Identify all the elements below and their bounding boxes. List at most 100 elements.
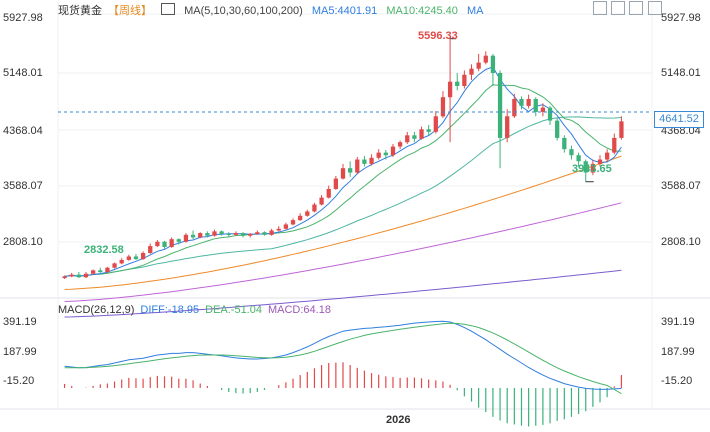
candle-body bbox=[212, 231, 217, 236]
candle-body bbox=[126, 256, 131, 260]
candle-body bbox=[590, 163, 596, 173]
candle-body bbox=[333, 178, 339, 189]
candle-body bbox=[90, 270, 96, 274]
ma-settings[interactable]: MA(5,10,30,60,100,200) bbox=[184, 5, 303, 17]
macd-tick-right: -15.20 bbox=[661, 375, 693, 387]
candle-body bbox=[605, 152, 610, 160]
candle-body bbox=[433, 116, 438, 132]
candle-body bbox=[305, 211, 310, 216]
macd-tick-left: 187.99 bbox=[3, 346, 37, 358]
candle-body bbox=[533, 98, 538, 112]
macd-tick-left: 391.19 bbox=[3, 316, 37, 328]
candle-body bbox=[155, 241, 160, 247]
y-tick-right: 2808.10 bbox=[661, 236, 701, 248]
candle-body bbox=[426, 129, 431, 132]
candle-body bbox=[105, 267, 110, 273]
high-annotation: 5596.33 bbox=[418, 30, 458, 42]
current-price-label: 4641.52 bbox=[654, 111, 704, 128]
symbol-title: 现货黄金 bbox=[58, 5, 102, 17]
macd-value: MACD:64.18 bbox=[267, 304, 331, 316]
settings-icon[interactable] bbox=[611, 1, 625, 15]
chart-header: 现货黄金 【周线】 MA(5,10,30,60,100,200) MA5:4401… bbox=[58, 2, 489, 17]
candle-body bbox=[555, 120, 560, 138]
candle-body bbox=[476, 62, 481, 69]
candle-body bbox=[269, 230, 274, 235]
candle-body bbox=[76, 274, 81, 278]
candle-body bbox=[519, 98, 524, 106]
macd-diff: DIFF:-18.95 bbox=[140, 304, 200, 316]
candle-body bbox=[298, 215, 303, 221]
grid bbox=[0, 0, 710, 410]
y-tick-right: 5927.98 bbox=[661, 12, 701, 24]
candle-body bbox=[462, 74, 467, 86]
candle-body bbox=[612, 137, 617, 153]
candlesticks bbox=[62, 38, 624, 279]
ma-more: MA bbox=[466, 5, 484, 17]
candle-body bbox=[190, 234, 196, 238]
candle-body bbox=[233, 233, 239, 235]
candle-body bbox=[569, 149, 574, 156]
candle-body bbox=[112, 263, 117, 268]
macd-panel bbox=[63, 320, 623, 427]
candle-body bbox=[512, 98, 517, 117]
candle-body bbox=[355, 159, 360, 173]
candle-body bbox=[255, 232, 260, 234]
candle-body bbox=[547, 107, 553, 121]
y-tick-left: 3588.07 bbox=[3, 180, 43, 192]
candle-body bbox=[455, 81, 460, 86]
candle-body bbox=[162, 241, 167, 247]
ma10-line bbox=[64, 84, 622, 277]
candle-body bbox=[390, 146, 396, 156]
candle-body bbox=[198, 233, 203, 238]
x-axis-year-label: 2026 bbox=[386, 414, 411, 426]
candle-body bbox=[140, 253, 146, 260]
y-tick-left: 4368.04 bbox=[3, 125, 43, 137]
candle-body bbox=[562, 137, 567, 150]
macd-label[interactable]: MACD(26,12,9) bbox=[58, 304, 135, 316]
close-icon[interactable] bbox=[648, 1, 662, 15]
y-tick-right: 5148.01 bbox=[661, 67, 701, 79]
candle-body bbox=[405, 135, 410, 143]
fullscreen-icon[interactable] bbox=[629, 1, 643, 15]
y-tick-right: 4368.04 bbox=[661, 125, 701, 137]
candle-body bbox=[369, 157, 374, 164]
grid-layout-icon[interactable] bbox=[593, 1, 607, 15]
y-tick-right: 3588.07 bbox=[661, 180, 701, 192]
candle-body bbox=[505, 116, 510, 138]
candle-body bbox=[283, 224, 289, 229]
candle-body bbox=[362, 159, 367, 164]
candle-body bbox=[326, 188, 331, 198]
candle-body bbox=[98, 270, 103, 273]
candle-body bbox=[376, 152, 381, 158]
y-tick-left: 2808.10 bbox=[3, 236, 43, 248]
candle-body bbox=[169, 239, 174, 247]
candle-body bbox=[205, 233, 210, 236]
candle-body bbox=[347, 168, 353, 173]
chart-type-icon[interactable] bbox=[161, 3, 176, 15]
candle-body bbox=[83, 273, 89, 278]
candle-body bbox=[483, 55, 488, 63]
candle-body bbox=[419, 129, 424, 139]
candle-body bbox=[226, 233, 231, 235]
candle-body bbox=[576, 155, 581, 162]
candle-body bbox=[319, 197, 324, 205]
macd-tick-left: -15.20 bbox=[3, 375, 35, 387]
ma5-value: MA5:4401.91 bbox=[311, 5, 378, 17]
candle-body bbox=[469, 68, 474, 75]
ma200-line bbox=[64, 269, 622, 318]
y-tick-left: 5927.98 bbox=[3, 12, 43, 24]
y-tick-left: 5148.01 bbox=[3, 67, 43, 79]
candle-body bbox=[176, 239, 181, 242]
candle-body bbox=[397, 142, 403, 147]
candle-body bbox=[526, 98, 531, 106]
period-selector[interactable]: 【周线】 bbox=[108, 5, 152, 17]
candle-body bbox=[240, 233, 246, 236]
candle-body bbox=[497, 73, 503, 138]
candle-body bbox=[490, 55, 496, 74]
candle-body bbox=[412, 135, 417, 139]
candle-body bbox=[183, 234, 189, 242]
candle-body bbox=[119, 259, 124, 264]
macd-tick-right: 391.19 bbox=[661, 316, 695, 328]
ma30-line bbox=[64, 116, 622, 277]
